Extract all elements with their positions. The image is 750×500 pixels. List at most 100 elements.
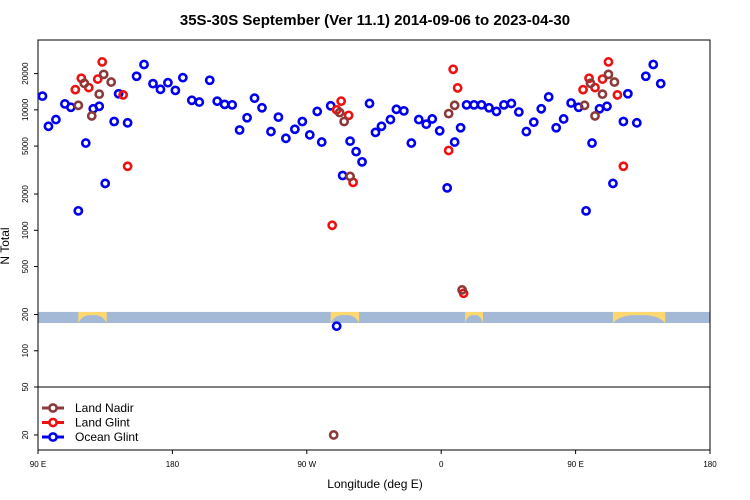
- data-point: [86, 111, 97, 121]
- data-point: [618, 161, 629, 172]
- data-point: [204, 75, 215, 86]
- data-point: [370, 127, 381, 138]
- data-point: [469, 99, 479, 110]
- data-point: [385, 114, 396, 125]
- y-tick-label: 20000: [21, 62, 30, 85]
- data-point: [327, 220, 338, 231]
- data-point: [131, 71, 142, 82]
- data-point: [257, 102, 267, 113]
- data-point: [177, 72, 188, 83]
- data-point: [587, 138, 597, 148]
- data-point: [336, 96, 347, 107]
- data-point: [585, 78, 596, 89]
- data-point: [94, 89, 105, 100]
- data-point: [148, 78, 158, 89]
- data-point: [227, 99, 238, 110]
- data-point: [618, 116, 629, 127]
- legend-marker: [48, 432, 58, 442]
- data-point: [484, 102, 494, 113]
- y-tick-label: 50: [21, 382, 30, 391]
- x-tick-label: 180: [703, 460, 717, 469]
- data-point: [655, 78, 666, 89]
- data-point: [331, 321, 342, 332]
- land-segment: [78, 311, 107, 323]
- data-point: [398, 105, 409, 116]
- data-point: [602, 101, 612, 112]
- legend-marker: [48, 417, 58, 428]
- data-point: [584, 73, 594, 84]
- legend-marker: [48, 403, 58, 413]
- data-point: [51, 114, 61, 125]
- y-tick-label: 10000: [21, 98, 30, 121]
- data-point: [249, 93, 260, 104]
- data-point: [640, 71, 651, 82]
- legend-label: Land Glint: [75, 416, 130, 430]
- series-land-nadir: [73, 69, 620, 440]
- data-point: [339, 116, 350, 127]
- data-point: [242, 112, 252, 123]
- data-point: [551, 122, 562, 133]
- data-point: [442, 182, 453, 193]
- data-point: [513, 107, 524, 117]
- y-tick-label: 2000: [21, 185, 30, 203]
- data-point: [597, 89, 608, 100]
- data-point: [448, 64, 459, 75]
- data-point: [73, 100, 84, 111]
- data-point: [43, 121, 54, 132]
- data-point: [289, 124, 300, 135]
- data-point: [558, 114, 569, 124]
- data-point: [528, 117, 539, 128]
- data-point: [491, 106, 502, 117]
- series-land-glint: [70, 57, 629, 299]
- data-point: [376, 121, 387, 132]
- data-point: [506, 98, 517, 109]
- data-point: [212, 96, 223, 107]
- data-point: [266, 126, 276, 137]
- data-point: [609, 77, 620, 87]
- data-point: [594, 103, 605, 114]
- data-point: [603, 69, 614, 80]
- data-point: [608, 178, 618, 189]
- data-point: [328, 430, 339, 440]
- data-point: [94, 101, 105, 112]
- data-point: [427, 114, 438, 124]
- data-point: [443, 145, 454, 156]
- data-point: [421, 119, 432, 130]
- data-point: [98, 69, 109, 80]
- chart-title: 35S-30S September (Ver 11.1) 2014-09-06 …: [180, 12, 570, 29]
- data-point: [343, 110, 354, 121]
- land-sea-band: [38, 311, 710, 323]
- data-point: [413, 114, 424, 125]
- data-point: [163, 77, 173, 88]
- legend-item: Land Glint: [42, 416, 130, 430]
- data-point: [603, 57, 614, 67]
- data-point: [73, 205, 84, 216]
- data-point: [434, 125, 445, 136]
- y-axis-label: N Total: [0, 227, 12, 264]
- data-point: [406, 138, 417, 148]
- data-points: [37, 57, 666, 440]
- data-point: [139, 59, 149, 70]
- data-point: [391, 104, 402, 115]
- data-point: [449, 137, 460, 147]
- data-point: [234, 125, 245, 135]
- data-point: [499, 99, 509, 110]
- x-tick-label: 180: [166, 460, 180, 469]
- land-segment: [465, 311, 484, 323]
- data-point: [622, 88, 633, 99]
- data-point: [476, 99, 487, 110]
- data-point: [122, 117, 133, 128]
- data-point: [461, 99, 472, 110]
- data-point: [612, 90, 623, 100]
- data-point: [543, 92, 554, 102]
- data-point: [155, 84, 166, 95]
- data-point: [590, 111, 600, 121]
- data-point: [92, 74, 103, 84]
- data-point: [597, 74, 608, 84]
- data-point: [219, 99, 230, 110]
- data-point: [194, 97, 205, 107]
- data-point: [118, 90, 129, 100]
- data-point: [37, 91, 48, 102]
